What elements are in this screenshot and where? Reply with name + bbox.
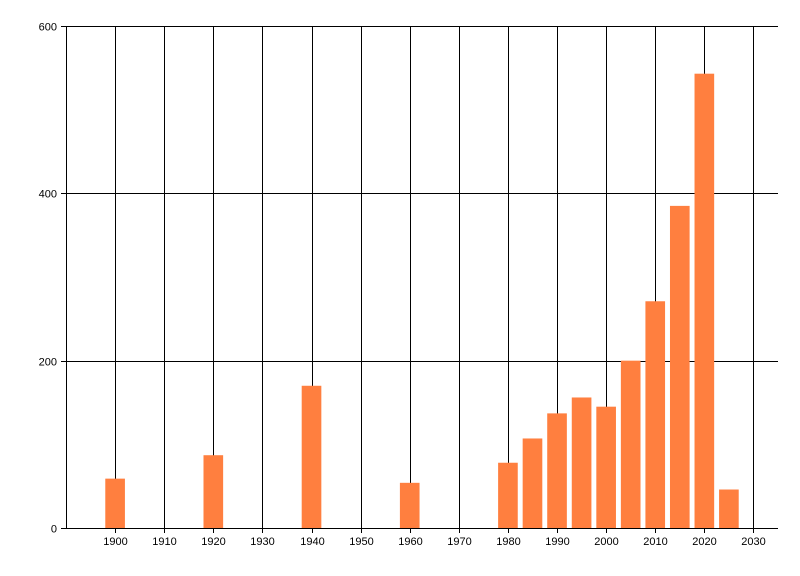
bar: [571, 397, 592, 528]
bar: [620, 360, 641, 528]
bar: [547, 413, 567, 528]
x-tick-label: 1920: [201, 536, 225, 548]
y-tick-label: 0: [51, 524, 57, 536]
bar: [596, 406, 616, 528]
axes-layer: [61, 26, 778, 533]
bars-layer: [105, 73, 739, 528]
x-tick-label: 1990: [545, 536, 569, 548]
bar: [301, 385, 322, 528]
y-tick-label: 400: [39, 189, 57, 201]
x-tick-label: 1900: [103, 536, 127, 548]
bar: [399, 482, 420, 528]
bar: [498, 462, 518, 528]
bar: [669, 205, 690, 528]
bar: [645, 301, 666, 528]
y-tick-label: 200: [39, 357, 57, 369]
bar: [203, 455, 224, 528]
y-tick-label: 600: [39, 22, 57, 34]
x-tick-label: 2000: [594, 536, 618, 548]
x-tick-label: 1960: [398, 536, 422, 548]
bar: [719, 489, 739, 528]
x-tick-label: 2020: [692, 536, 716, 548]
tick-labels: 1900 1910 1920 1930 1940 1950 1960 1970 1980 1990…: [39, 22, 766, 549]
x-tick-label: 2030: [741, 536, 765, 548]
x-tick-label: 1930: [250, 536, 274, 548]
bar: [105, 478, 125, 528]
x-tick-label: 1980: [496, 536, 520, 548]
bar: [694, 73, 715, 528]
x-tick-label: 1970: [447, 536, 471, 548]
x-tick-label: 1940: [300, 536, 324, 548]
x-tick-label: 1950: [349, 536, 373, 548]
x-tick-label: 2010: [643, 536, 667, 548]
bar: [522, 438, 543, 528]
x-tick-label: 1910: [152, 536, 176, 548]
